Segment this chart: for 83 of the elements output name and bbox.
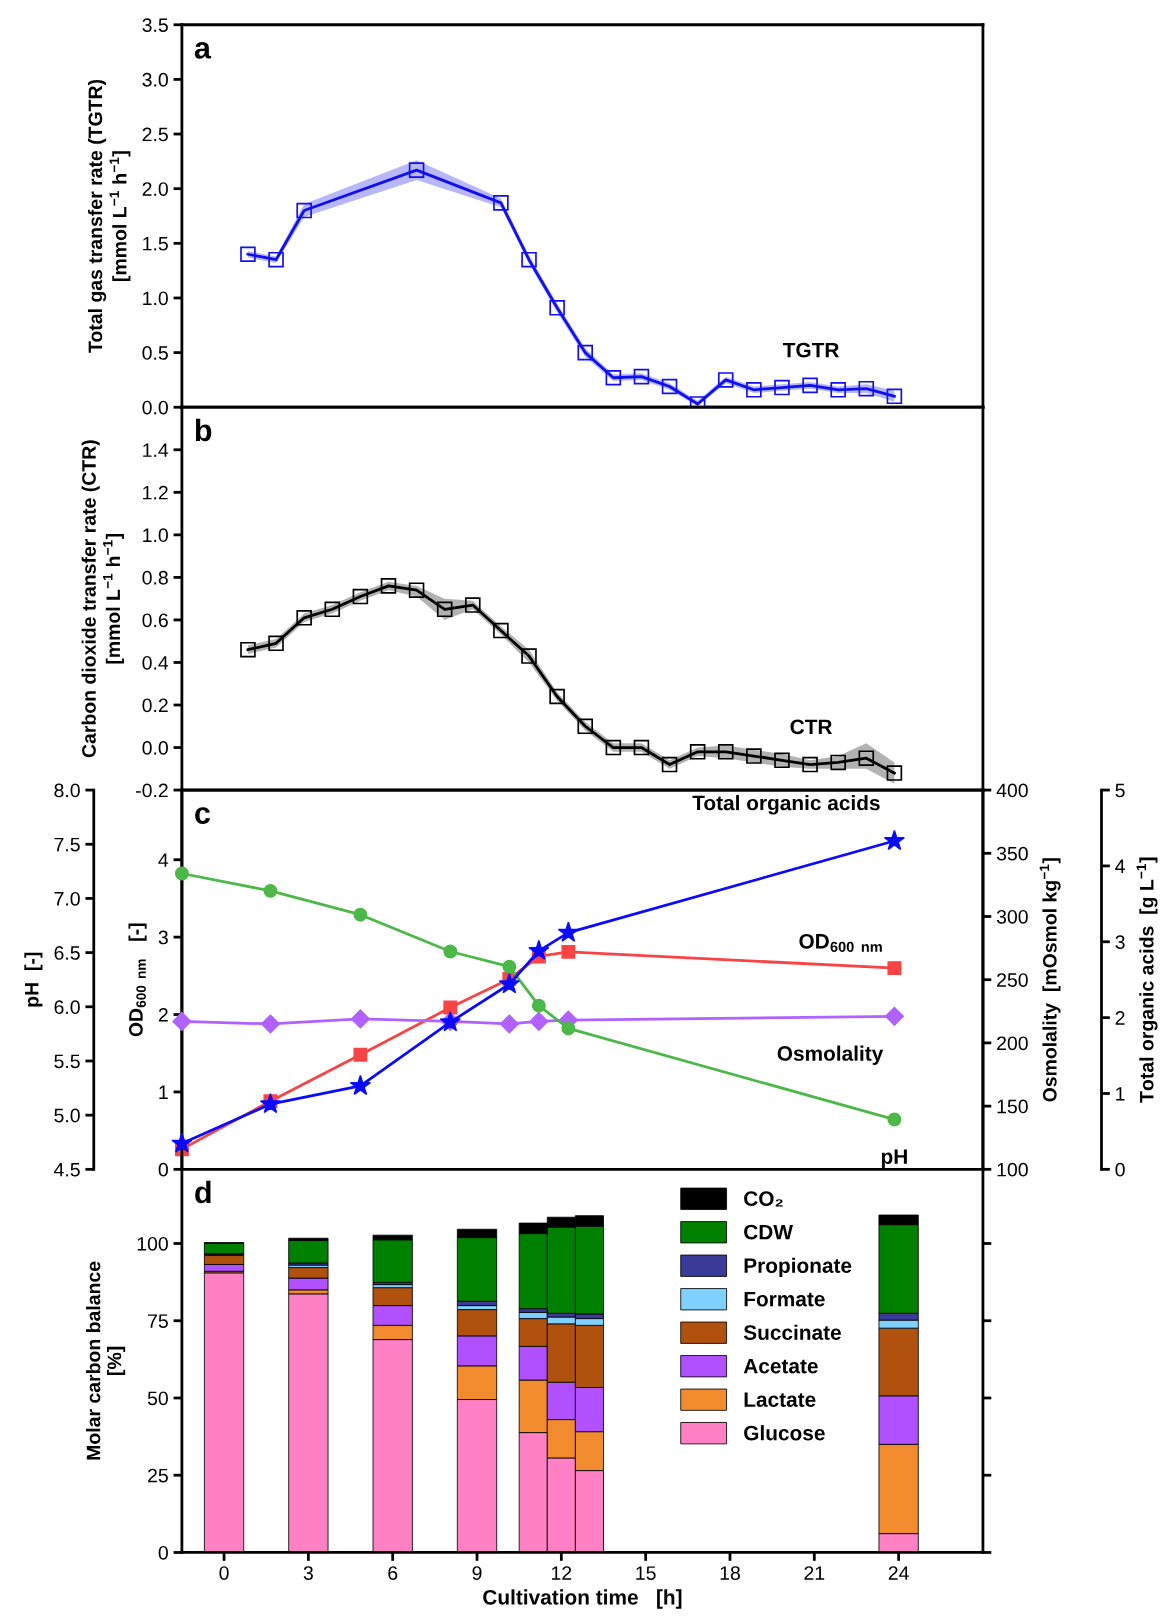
- y-tick-label: 0.8: [142, 570, 168, 585]
- legend-label: Acetate: [743, 1358, 818, 1374]
- chart-title: d: [195, 1180, 211, 1204]
- y-tick-label: 1.2: [143, 485, 168, 500]
- y2-tick-label: 250: [997, 973, 1028, 987]
- y2-tick-label: 1: [1116, 1087, 1125, 1101]
- x-tick-label: 24: [888, 1566, 909, 1580]
- y-tick-label: 7.0: [54, 891, 80, 906]
- y-tick-label: 3: [158, 930, 168, 945]
- x-tick-label: 15: [636, 1566, 656, 1580]
- x-tick-label: 0: [219, 1566, 229, 1580]
- x-tick-label: 6: [388, 1566, 398, 1580]
- y-axis-title: Total gas transfer rate (TGTR) [mmol L$^{−1}$ h$^{−1}$]: [87, 79, 131, 353]
- x-axis-title: Cultivation time [h]: [483, 1589, 682, 1609]
- y-tick-label: 1.4: [143, 443, 169, 457]
- x-tick-label: 21: [804, 1566, 825, 1580]
- legend-label: Lactate: [744, 1392, 816, 1407]
- series-label: Osmolality: [777, 1045, 884, 1065]
- y-tick-label: 75: [148, 1314, 168, 1328]
- y-tick-label: 5.5: [54, 1054, 80, 1069]
- legend-label: Formate: [744, 1291, 825, 1307]
- y-tick-label: 3.5: [142, 18, 168, 32]
- y-tick-label: 8.0: [54, 783, 80, 798]
- y-tick-label: 4: [158, 853, 169, 867]
- y2-tick-label: 4: [1115, 859, 1125, 873]
- legend-label: CO₂: [744, 1191, 783, 1207]
- chart-title: c: [195, 807, 211, 824]
- series-label: TGTR: [782, 342, 839, 358]
- y2-tick-label: 300: [996, 909, 1028, 924]
- y-tick-label: 6.0: [54, 1000, 80, 1015]
- y-tick-label: 1.0: [143, 291, 168, 306]
- chart-title: a: [194, 41, 212, 59]
- y-tick-label: 2.0: [142, 182, 168, 196]
- y2-tick-label: 200: [997, 1036, 1028, 1051]
- legend-label: Glucose: [744, 1425, 825, 1441]
- y-axis-title: Carbon dioxide transfer rate (CTR) [mmol L$^{−1}$ h$^{−1}$]: [81, 440, 124, 758]
- chart-title: b: [195, 418, 212, 442]
- y-tick-label: 0: [158, 1162, 168, 1177]
- series-label: CTR: [790, 719, 833, 735]
- y2-tick-label: 100: [997, 1162, 1028, 1177]
- y-tick-label: 1.5: [143, 236, 168, 251]
- y-tick-label: 6.5: [54, 946, 80, 960]
- y-tick-label: 25: [148, 1468, 168, 1483]
- y-tick-label: 0.6: [142, 613, 168, 628]
- y2-tick-label: 350: [996, 846, 1028, 861]
- y-tick-label: 50: [147, 1391, 168, 1406]
- y-tick-label: 2.5: [142, 127, 168, 142]
- y2-axis-title: Total organic acids [g L$^{−1}$]: [1136, 857, 1158, 1103]
- x-tick-label: 9: [472, 1566, 482, 1580]
- series-label: pH: [881, 1149, 907, 1169]
- y-tick-label: 100: [137, 1236, 168, 1251]
- y-tick-label: 0: [158, 1545, 168, 1560]
- y-tick-label: 0.5: [142, 346, 168, 360]
- series-label: Total organic acids: [692, 795, 880, 815]
- y-axis-title: pH [-]: [24, 952, 43, 1007]
- y2-tick-label: 400: [996, 783, 1028, 798]
- y-tick-label: 5.0: [54, 1108, 80, 1123]
- y-tick-label: 0.2: [142, 698, 168, 713]
- legend-label: Propionate: [744, 1257, 852, 1278]
- series-label: OD$_{600 nm}$: [799, 933, 882, 952]
- y2-tick-label: 5: [1115, 783, 1125, 798]
- y-tick-label: 7.5: [54, 837, 80, 852]
- y-axis-title: Molar carbon balance [%]: [86, 1261, 126, 1460]
- y2-tick-label: 2: [1115, 1011, 1125, 1025]
- y-tick-label: 0.0: [142, 400, 168, 415]
- y-tick-label: 3.0: [142, 72, 168, 87]
- y-tick-label: 1.0: [143, 528, 168, 543]
- y2-tick-label: 0: [1115, 1162, 1125, 1177]
- y2-tick-label: 3: [1115, 935, 1125, 950]
- y-tick-label: -0.2: [136, 783, 168, 798]
- y-tick-label: 2: [158, 1008, 168, 1022]
- y-tick-label: 0.0: [142, 741, 168, 755]
- y-tick-label: 4.5: [54, 1163, 80, 1177]
- y2-tick-label: 150: [997, 1099, 1028, 1114]
- x-tick-label: 12: [552, 1566, 572, 1580]
- legend-label: Succinate: [743, 1324, 841, 1340]
- x-tick-label: 3: [303, 1566, 313, 1580]
- y-tick-label: 0.4: [142, 655, 169, 670]
- y-tick-label: 1: [159, 1085, 168, 1099]
- text: OD$_{600 nm}$ [-]: [128, 923, 147, 1037]
- x-tick-label: 18: [720, 1566, 740, 1580]
- y2-axis-title: Osmolality [mOsmol kg$^{−1}$]: [1039, 858, 1061, 1102]
- legend-label: CDW: [744, 1224, 793, 1240]
